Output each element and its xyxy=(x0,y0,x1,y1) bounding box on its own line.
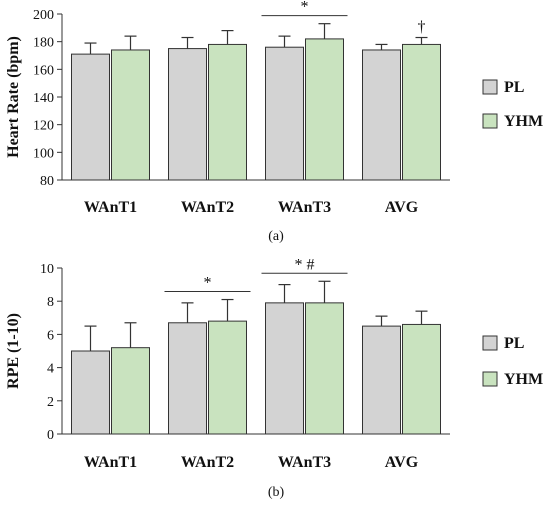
bar-pl-want1 xyxy=(71,350,110,435)
x-category-label: WAnT1 xyxy=(84,199,137,216)
bar-yhm-avg xyxy=(402,43,441,181)
legend-swatch-yhm xyxy=(482,113,498,129)
x-category-label: WAnT2 xyxy=(181,199,234,216)
bar-yhm-want1 xyxy=(111,347,150,435)
y-tick-label: 160 xyxy=(33,63,54,78)
bar-yhm-want2 xyxy=(208,43,247,181)
y-tick-label: 200 xyxy=(33,8,54,23)
y-tick-label: 0 xyxy=(47,428,54,443)
bar-pl-want2 xyxy=(168,48,207,181)
bar-pl-want1 xyxy=(71,53,110,181)
bar-pl-want3 xyxy=(265,302,304,435)
legend-swatch-pl xyxy=(482,79,498,95)
bar-yhm-want2 xyxy=(208,320,247,435)
bar-pl-avg xyxy=(362,49,401,181)
bar-yhm-avg xyxy=(402,323,441,435)
legend-label-yhm: YHM xyxy=(504,371,543,388)
bar-yhm-want1 xyxy=(111,49,150,181)
x-category-label: WAnT3 xyxy=(278,199,331,216)
legend-label-pl: PL xyxy=(504,335,524,352)
legend-swatch-pl xyxy=(482,335,498,351)
y-tick-label: 120 xyxy=(33,119,54,134)
legend-label-yhm: YHM xyxy=(504,113,543,130)
significance-marker: * # xyxy=(295,256,315,273)
legend-label-pl: PL xyxy=(504,79,524,96)
x-category-label: WAnT1 xyxy=(84,454,137,471)
bar-pl-want2 xyxy=(168,322,207,435)
bar-pl-want3 xyxy=(265,46,304,181)
significance-marker: * xyxy=(301,0,309,16)
x-category-label: AVG xyxy=(385,199,419,216)
legend-swatch-yhm xyxy=(482,371,498,387)
y-tick-label: 100 xyxy=(33,146,54,161)
y-axis-title: Heart Rate (bpm) xyxy=(5,36,22,158)
significance-marker: * xyxy=(204,275,212,292)
bar-pl-avg xyxy=(362,325,401,435)
panel-label: (a) xyxy=(268,229,284,244)
y-tick-label: 8 xyxy=(47,295,54,310)
x-category-label: WAnT2 xyxy=(181,454,234,471)
bar-yhm-want3 xyxy=(305,38,344,181)
y-tick-label: 10 xyxy=(40,262,54,277)
y-tick-label: 180 xyxy=(33,36,54,51)
y-tick-label: 2 xyxy=(47,395,54,410)
bar-yhm-want3 xyxy=(305,302,344,435)
y-tick-label: 140 xyxy=(33,91,54,106)
y-tick-label: 4 xyxy=(47,362,54,377)
x-category-label: AVG xyxy=(385,454,419,471)
panel-label: (b) xyxy=(268,485,285,500)
y-axis-title: RPE (1-10) xyxy=(5,313,22,389)
y-tick-label: 6 xyxy=(47,328,54,343)
significance-marker: † xyxy=(418,19,426,36)
x-category-label: WAnT3 xyxy=(278,454,331,471)
y-tick-label: 80 xyxy=(40,174,54,189)
